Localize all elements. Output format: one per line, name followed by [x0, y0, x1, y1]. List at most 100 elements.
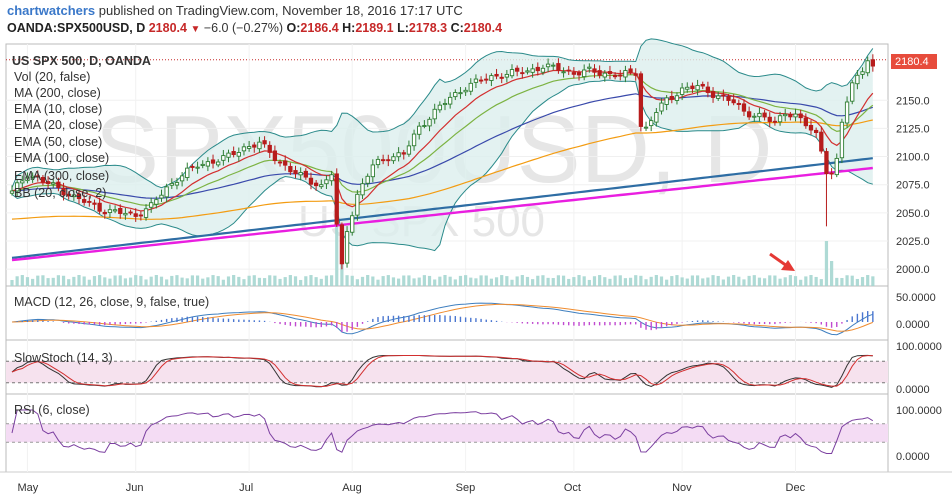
volume-bar: [572, 277, 576, 286]
volume-bar: [871, 276, 875, 286]
volume-bar: [366, 275, 370, 286]
legend-ema10[interactable]: EMA (10, close): [14, 102, 102, 116]
candle-body: [154, 199, 159, 205]
volume-bar: [484, 275, 488, 286]
candle-body: [149, 202, 154, 208]
candle-body: [20, 180, 25, 184]
candle-body: [288, 166, 293, 173]
ema10-line: [11, 69, 874, 212]
candle-body: [819, 131, 824, 152]
volume-bar: [742, 279, 746, 286]
candle-body: [509, 69, 515, 77]
candle-body: [545, 63, 551, 68]
rsi-line: [11, 409, 874, 454]
last-price-badge: [891, 54, 937, 69]
candle-body: [216, 161, 221, 166]
volume-bar: [314, 277, 318, 286]
volume-bar: [670, 276, 674, 286]
price-tick-label: 2075.0: [896, 180, 930, 192]
candle-body: [185, 167, 190, 178]
volume-bar: [268, 275, 272, 286]
volume-bar: [448, 276, 452, 286]
candle-body: [587, 66, 592, 69]
legend-rsi[interactable]: RSI (6, close): [14, 403, 90, 417]
volume-bar: [845, 275, 849, 286]
macd-signal-line: [11, 303, 873, 332]
candle-body: [489, 75, 494, 81]
volume-bar: [453, 279, 457, 286]
candle-body: [360, 183, 365, 196]
volume-bar: [680, 277, 684, 286]
candle-body: [762, 112, 767, 118]
volume-bar: [257, 277, 262, 286]
legend-volume[interactable]: Vol (20, false): [14, 70, 90, 84]
symbol[interactable]: OANDA:SPX500USD, D: [7, 21, 146, 35]
volume-bar: [752, 275, 756, 286]
volume-bar: [659, 276, 664, 286]
candle-body: [448, 96, 453, 105]
legend-macd[interactable]: MACD (12, 26, close, 9, false, true): [14, 295, 209, 309]
legend-ema20[interactable]: EMA (20, close): [14, 118, 102, 132]
volume-bar: [25, 277, 30, 286]
candle-body: [298, 172, 303, 176]
candle-body: [396, 152, 401, 158]
candle-body: [741, 103, 747, 112]
volume-bar: [175, 275, 179, 286]
candle-body: [246, 146, 252, 149]
candle-body: [97, 202, 102, 212]
legend-ema100[interactable]: EMA (100, close): [14, 151, 109, 165]
volume-bar: [36, 275, 40, 286]
price-axis[interactable]: 2150.0 2125.0 2100.0 2075.0 2050.0 2025.0 2000…: [896, 95, 930, 276]
legend-ema50[interactable]: EMA (50, close): [14, 135, 102, 149]
candlesticks: [9, 54, 875, 270]
candle-body: [205, 161, 211, 167]
low-label: L:: [397, 21, 409, 35]
candle-body: [432, 108, 437, 120]
volume-bar: [417, 277, 421, 286]
macd-tick-label: 50.0000: [896, 292, 936, 304]
price-change: −6.0 (−0.27%): [203, 21, 284, 35]
volume-bar: [458, 275, 463, 286]
candle-body: [231, 151, 236, 156]
candle-body: [200, 163, 205, 166]
volume-bar: [113, 275, 117, 286]
candle-body: [478, 79, 484, 82]
candle-body: [334, 173, 339, 225]
brand-name[interactable]: chartwatchers: [7, 3, 96, 18]
high-label: H:: [342, 21, 356, 35]
bb-upper-line: [11, 38, 874, 189]
candle-body: [607, 71, 613, 75]
ema300-line: [11, 157, 873, 259]
legend-title[interactable]: US SPX 500, D, OANDA: [12, 54, 151, 68]
legend-ema300[interactable]: EMA (300, close): [14, 169, 109, 183]
price-tick-label: 2050.0: [896, 208, 930, 220]
volume-bar: [783, 277, 787, 286]
candle-body: [25, 176, 30, 182]
volume-bar: [464, 275, 468, 286]
candle-body: [777, 115, 783, 123]
month-tick-label: Aug: [342, 482, 362, 494]
close-value: 2180.4: [463, 21, 503, 35]
candle-body: [494, 73, 499, 77]
volume-bar: [72, 276, 76, 286]
volume-bar: [716, 275, 720, 286]
volume-bars: [10, 226, 875, 286]
volume-bar: [335, 226, 339, 286]
time-axis[interactable]: May Jun Jul Aug Sep Oct Nov Dec: [17, 482, 805, 494]
legend-stoch[interactable]: SlowStoch (14, 3): [14, 351, 113, 365]
volume-bar: [603, 277, 607, 286]
volume-bar: [87, 279, 91, 286]
candle-body: [834, 157, 839, 176]
candle-body: [525, 70, 530, 73]
candle-body: [458, 92, 463, 95]
volume-bar: [67, 279, 71, 286]
volume-bar: [546, 277, 550, 286]
candle-body: [313, 182, 319, 187]
candle-body: [602, 72, 607, 78]
legend-bb[interactable]: BB (20, close, 2): [14, 186, 106, 200]
candle-body: [571, 72, 577, 75]
down-triangle-icon: ▼: [190, 24, 201, 35]
volume-bar: [701, 278, 705, 286]
legend-ma200[interactable]: MA (200, close): [14, 86, 101, 100]
